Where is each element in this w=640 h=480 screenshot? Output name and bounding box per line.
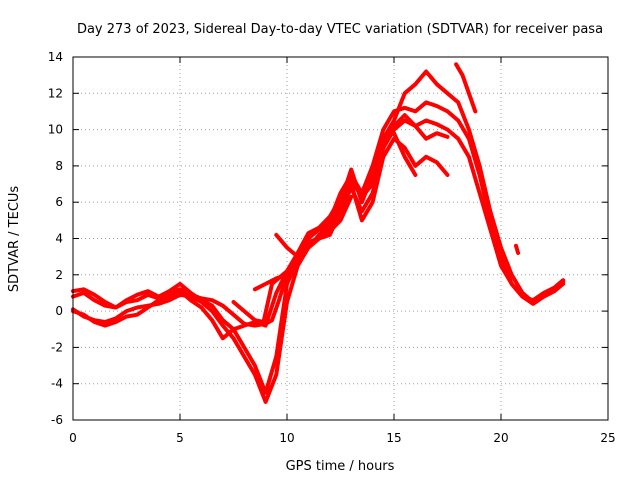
series-trace-2 <box>71 69 566 395</box>
x-axis-label: GPS time / hours <box>286 459 395 474</box>
y-tick-label: -2 <box>51 340 63 354</box>
chart-title: Day 273 of 2023, Sidereal Day-to-day VTE… <box>77 22 603 37</box>
x-tick-label: 5 <box>176 431 184 445</box>
y-axis-label: SDTVAR / TECUs <box>7 186 22 293</box>
plot-frame <box>72 56 609 421</box>
y-tick-label: -6 <box>51 413 63 427</box>
grid <box>73 57 608 420</box>
x-tick-label: 15 <box>386 431 401 445</box>
y-tick-label: 12 <box>48 86 63 100</box>
series-trace-9 <box>454 62 478 114</box>
series-trace-7 <box>252 272 289 292</box>
x-tick-label: 20 <box>493 431 508 445</box>
y-tick-label: 10 <box>48 123 63 137</box>
y-tick-label: 8 <box>55 159 63 173</box>
series-trace-8 <box>381 131 418 177</box>
data-traces <box>71 62 566 404</box>
y-tick-label: 6 <box>55 195 63 209</box>
y-tick-label: 14 <box>48 50 63 64</box>
series-trace-4 <box>71 136 450 341</box>
x-tick-label: 0 <box>69 431 77 445</box>
y-tick-label: -4 <box>51 377 63 391</box>
y-tick-label: 2 <box>55 268 63 282</box>
x-tick-label: 10 <box>279 431 294 445</box>
y-tick-label: 4 <box>55 232 63 246</box>
y-tick-label: 0 <box>55 304 63 318</box>
x-tick-label: 25 <box>600 431 615 445</box>
series-trace-10 <box>514 243 521 255</box>
axis-ticks: 0 5 10 15 20 25 -6 -4 -2 0 2 4 6 8 10 12 14 <box>48 50 616 445</box>
series-trace-3 <box>71 118 566 404</box>
series-trace-6 <box>274 194 354 259</box>
series-trace-5 <box>231 113 450 324</box>
